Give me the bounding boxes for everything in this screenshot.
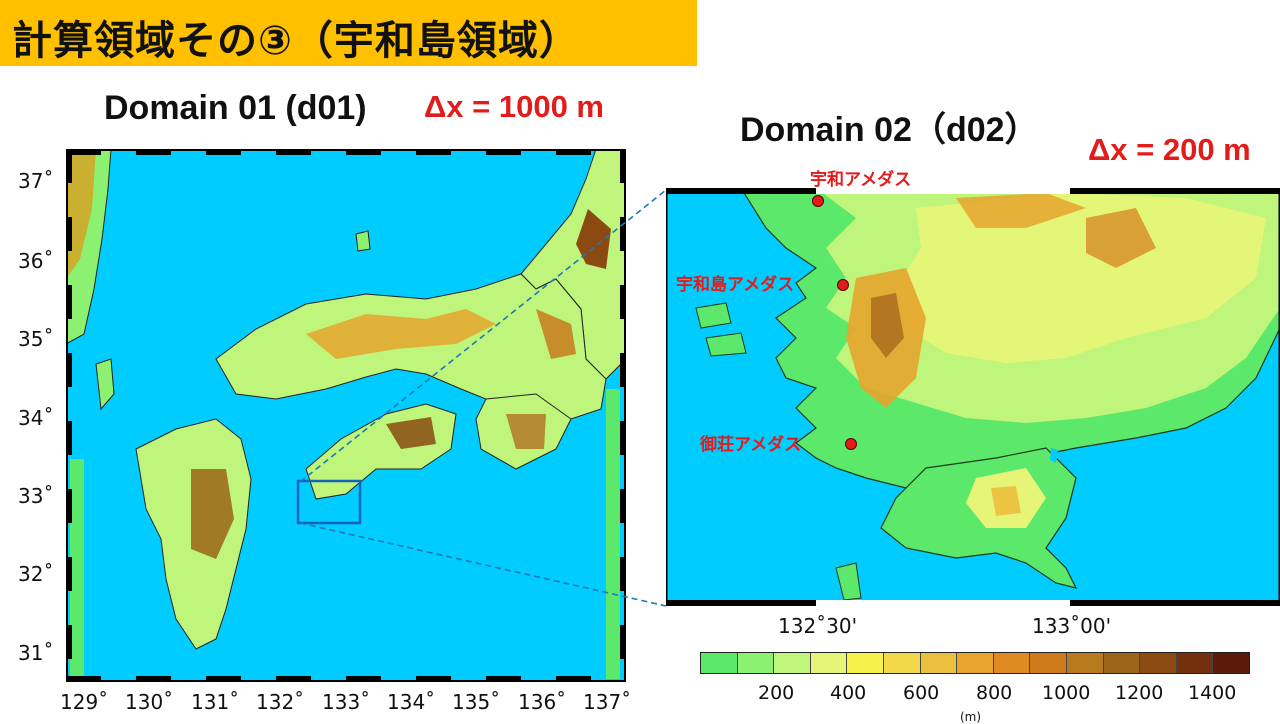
frame-tick	[136, 676, 171, 682]
page-title: 計算領域その③（宇和島領域）	[12, 18, 580, 64]
lon-label-133: 133˚	[322, 690, 371, 714]
colorbar-segment	[920, 653, 958, 673]
colorbar-tick-1400: 1400	[1188, 682, 1237, 704]
frame-tick	[620, 149, 626, 183]
lon-label-130: 130˚	[125, 690, 174, 714]
frame-tick	[66, 676, 101, 682]
frame-tick	[620, 285, 626, 319]
colorbar-segment	[1176, 653, 1214, 673]
lon-label-135: 135˚	[452, 690, 501, 714]
frame-tick	[66, 285, 72, 319]
lon-label-134: 134˚	[387, 690, 436, 714]
uwa-amedas-marker	[812, 195, 824, 207]
colorbar-segment	[847, 653, 884, 673]
frame-tick	[620, 557, 626, 591]
uwajima-amedas-marker	[837, 279, 849, 291]
frame-tick	[556, 676, 591, 682]
lon-label-132: 132˚	[256, 690, 305, 714]
frame-tick	[620, 421, 626, 455]
domain1-map	[66, 149, 626, 682]
lat-label-32: 32˚	[18, 562, 54, 586]
domain2-resolution: Δx = 200 m	[1088, 132, 1251, 167]
colorbar-segment	[1030, 653, 1067, 673]
domain2-map	[666, 188, 1280, 606]
colorbar-segment	[701, 653, 738, 673]
frame-tick	[276, 676, 311, 682]
colorbar-segment	[774, 653, 811, 673]
frame-tick	[206, 149, 241, 155]
colorbar-segment	[957, 653, 994, 673]
frame-tick	[276, 149, 311, 155]
domain1-title: Domain 01 (d01)	[104, 89, 367, 127]
domain2-title: Domain 02（d02）	[740, 111, 1039, 149]
colorbar-tick-1000: 1000	[1042, 682, 1091, 704]
colorbar-segment	[883, 653, 921, 673]
frame-tick	[620, 625, 626, 659]
frame-tick	[136, 149, 171, 155]
colorbar-segment	[993, 653, 1031, 673]
frame-tick	[416, 676, 451, 682]
frame-tick	[66, 489, 72, 523]
uwa-amedas-label: 宇和アメダス	[810, 170, 912, 190]
lat-label-37: 37˚	[18, 169, 54, 193]
frame-tick	[66, 421, 72, 455]
misho-amedas-label: 御荘アメダス	[700, 435, 802, 455]
frame-tick	[620, 217, 626, 251]
frame-tick	[416, 149, 451, 155]
lon-label-129: 129˚	[60, 690, 109, 714]
frame-tick	[66, 149, 101, 155]
frame-tick	[66, 217, 72, 251]
frame-tick	[66, 353, 72, 387]
lat-label-34: 34˚	[18, 406, 54, 430]
colorbar-tick-800: 800	[976, 682, 1013, 704]
frame-tick	[346, 149, 381, 155]
colorbar-segment	[1213, 653, 1249, 673]
colorbar-segment	[1103, 653, 1141, 673]
frame-tick	[486, 676, 521, 682]
lat-label-36: 36˚	[18, 249, 54, 273]
frame-tick	[206, 676, 241, 682]
lon-label-136: 136˚	[518, 690, 567, 714]
colorbar-segment	[1066, 653, 1104, 673]
d02-lon-label-13300: 133˚00'	[1032, 614, 1112, 638]
colorbar-tick-600: 600	[903, 682, 940, 704]
elevation-colorbar	[700, 652, 1250, 674]
colorbar-segment	[737, 653, 775, 673]
domain1-resolution: Δx = 1000 m	[424, 89, 604, 124]
frame-tick	[66, 557, 72, 591]
uwajima-amedas-label: 宇和島アメダス	[676, 275, 795, 295]
lat-label-35: 35˚	[18, 327, 54, 351]
lat-label-31: 31˚	[18, 641, 54, 665]
lon-label-131: 131˚	[191, 690, 240, 714]
misho-amedas-marker	[845, 438, 857, 450]
colorbar-segment	[1140, 653, 1177, 673]
frame-tick	[620, 353, 626, 387]
frame-tick	[620, 489, 626, 523]
lat-label-33: 33˚	[18, 484, 54, 508]
colorbar-tick-400: 400	[830, 682, 867, 704]
colorbar-unit: (m)	[960, 710, 982, 724]
d02-lon-label-13230: 132˚30'	[778, 614, 858, 638]
colorbar-tick-200: 200	[758, 682, 795, 704]
colorbar-segment	[810, 653, 848, 673]
frame-tick	[486, 149, 521, 155]
frame-tick	[66, 625, 72, 659]
frame-tick	[556, 149, 591, 155]
lon-label-137: 137˚	[583, 690, 632, 714]
colorbar-tick-1200: 1200	[1115, 682, 1164, 704]
title-banner: 計算領域その③（宇和島領域）	[0, 0, 697, 66]
frame-tick	[66, 149, 72, 183]
frame-tick	[346, 676, 381, 682]
